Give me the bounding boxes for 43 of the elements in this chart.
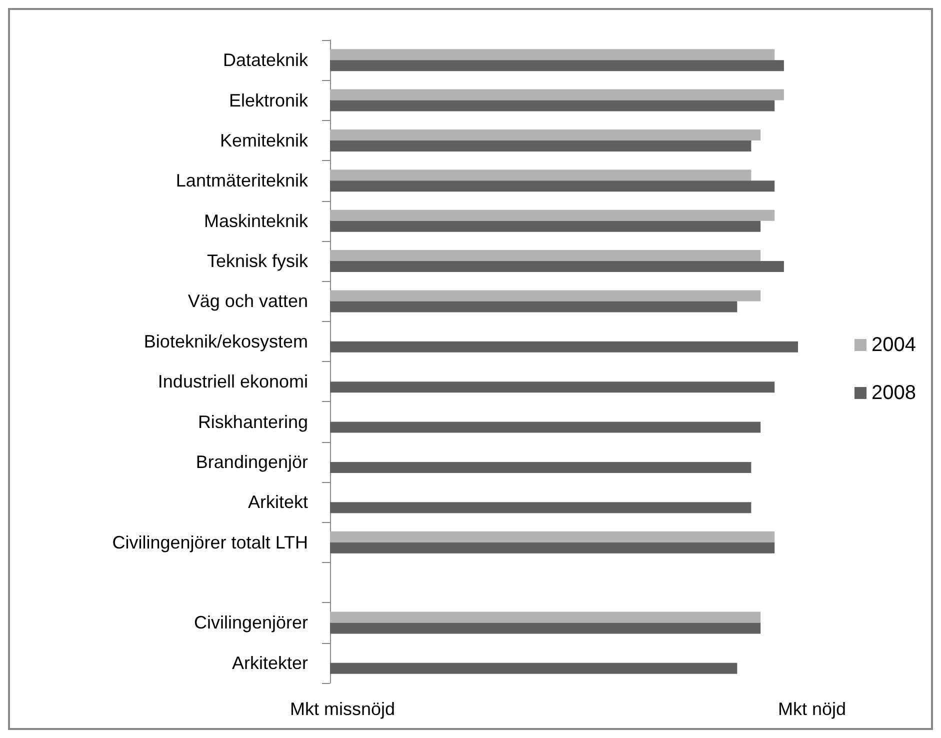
bar xyxy=(330,542,775,554)
bar xyxy=(330,612,761,623)
bar xyxy=(330,89,784,100)
bar xyxy=(330,60,784,72)
bar xyxy=(330,301,738,312)
bar xyxy=(330,290,761,302)
bar xyxy=(330,531,775,542)
y-tick-label: Maskinteknik xyxy=(204,210,309,231)
bar xyxy=(330,622,761,634)
bar xyxy=(330,382,775,393)
bar xyxy=(330,180,775,192)
y-tick-label: Riskhantering xyxy=(198,412,308,432)
y-tick-label: Lantmäteriteknik xyxy=(176,170,309,191)
bar xyxy=(330,662,738,674)
y-tick-label: Elektronik xyxy=(228,90,309,110)
y-tick-label: Teknisk fysik xyxy=(206,251,309,272)
y-tick-label: Civilingenjörer xyxy=(194,612,308,633)
text: Mkt missnöjd xyxy=(290,699,396,719)
bar xyxy=(330,49,775,60)
bar xyxy=(330,170,752,181)
bar xyxy=(330,462,752,473)
y-tick-label: Industriell ekonomi xyxy=(158,372,308,392)
y-tick-label: Bioteknik/ekosystem xyxy=(144,331,308,352)
bar xyxy=(330,129,761,140)
bar xyxy=(330,341,798,352)
bar xyxy=(330,210,775,221)
bar xyxy=(330,261,784,272)
y-tick-label: Arkitekter xyxy=(232,652,308,673)
bar xyxy=(330,140,752,152)
legend-label: 2004 xyxy=(872,334,916,356)
bar xyxy=(330,502,752,514)
y-tick-label: Datateknik xyxy=(222,50,309,70)
y-tick-label: Väg och vatten xyxy=(188,291,308,312)
legend-label: 2008 xyxy=(872,382,916,404)
text: Mkt nöjd xyxy=(778,699,846,719)
bar xyxy=(330,422,761,433)
y-tick-label: Civilingenjörer totalt LTH xyxy=(112,532,308,552)
bar xyxy=(330,220,761,232)
y-tick-label: Brandingenjör xyxy=(196,452,308,472)
bar xyxy=(330,100,775,112)
y-tick-label: Kemiteknik xyxy=(220,130,309,150)
bar xyxy=(330,250,761,262)
y-tick-label: Arkitekt xyxy=(248,492,308,512)
